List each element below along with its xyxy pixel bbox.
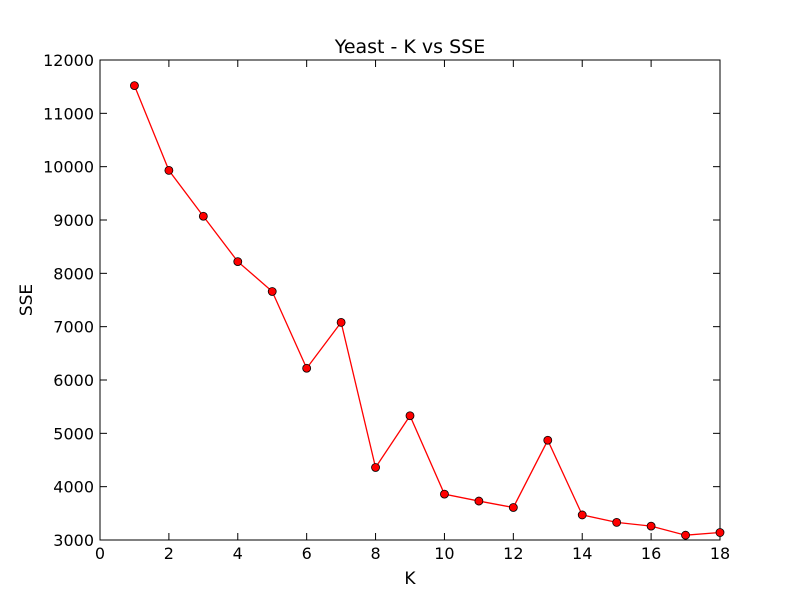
x-axis-label: K (404, 569, 416, 589)
y-tick-label: 7000 (53, 318, 94, 337)
y-axis-label: SSE (17, 284, 37, 316)
plot-frame (99, 59, 721, 541)
y-tick-label: 12000 (43, 51, 94, 70)
x-tick-label: 18 (710, 544, 730, 563)
data-point (371, 463, 380, 472)
plot-area: 0 2 4 6 8 10 12 14 16 18 3000 4000 5000 6000 7000 8000 9… (43, 51, 730, 563)
data-point (130, 81, 139, 90)
x-tick-label: 2 (164, 544, 174, 563)
y-tick-label: 5000 (53, 424, 94, 443)
data-point (198, 211, 208, 221)
data-point (440, 489, 449, 499)
y-tick-label: 11000 (43, 104, 94, 123)
x-tick-label: 10 (434, 544, 454, 563)
data-point (233, 257, 243, 267)
data-point (612, 518, 622, 527)
y-tick-label: 9000 (53, 211, 94, 230)
data-point (646, 521, 656, 531)
data-point (508, 503, 518, 512)
data-point (267, 287, 277, 296)
x-tick-label: 0 (95, 544, 105, 563)
series-line (133, 85, 721, 536)
x-tick-label: 16 (641, 544, 661, 563)
y-tick-label: 8000 (53, 264, 94, 283)
data-point (681, 530, 690, 540)
data-point (164, 165, 174, 175)
x-tick-label: 8 (370, 544, 380, 563)
y-tick-label: 6000 (53, 371, 94, 390)
x-tick-label: 14 (572, 544, 592, 563)
chart-title: Yeast - K vs SSE (334, 36, 486, 58)
y-tick-label: 10000 (43, 158, 94, 177)
data-point (577, 510, 587, 520)
y-tick-label: 4000 (53, 478, 94, 497)
data-point (336, 317, 346, 327)
x-tick-label: 4 (233, 544, 243, 563)
x-tick-label: 12 (503, 544, 523, 563)
data-point (715, 528, 725, 537)
data-point (405, 411, 415, 421)
data-point (474, 496, 484, 506)
data-point (543, 435, 553, 445)
x-tick-label: 6 (302, 544, 312, 563)
data-point (302, 363, 312, 373)
y-tick-label: 3000 (53, 531, 94, 550)
